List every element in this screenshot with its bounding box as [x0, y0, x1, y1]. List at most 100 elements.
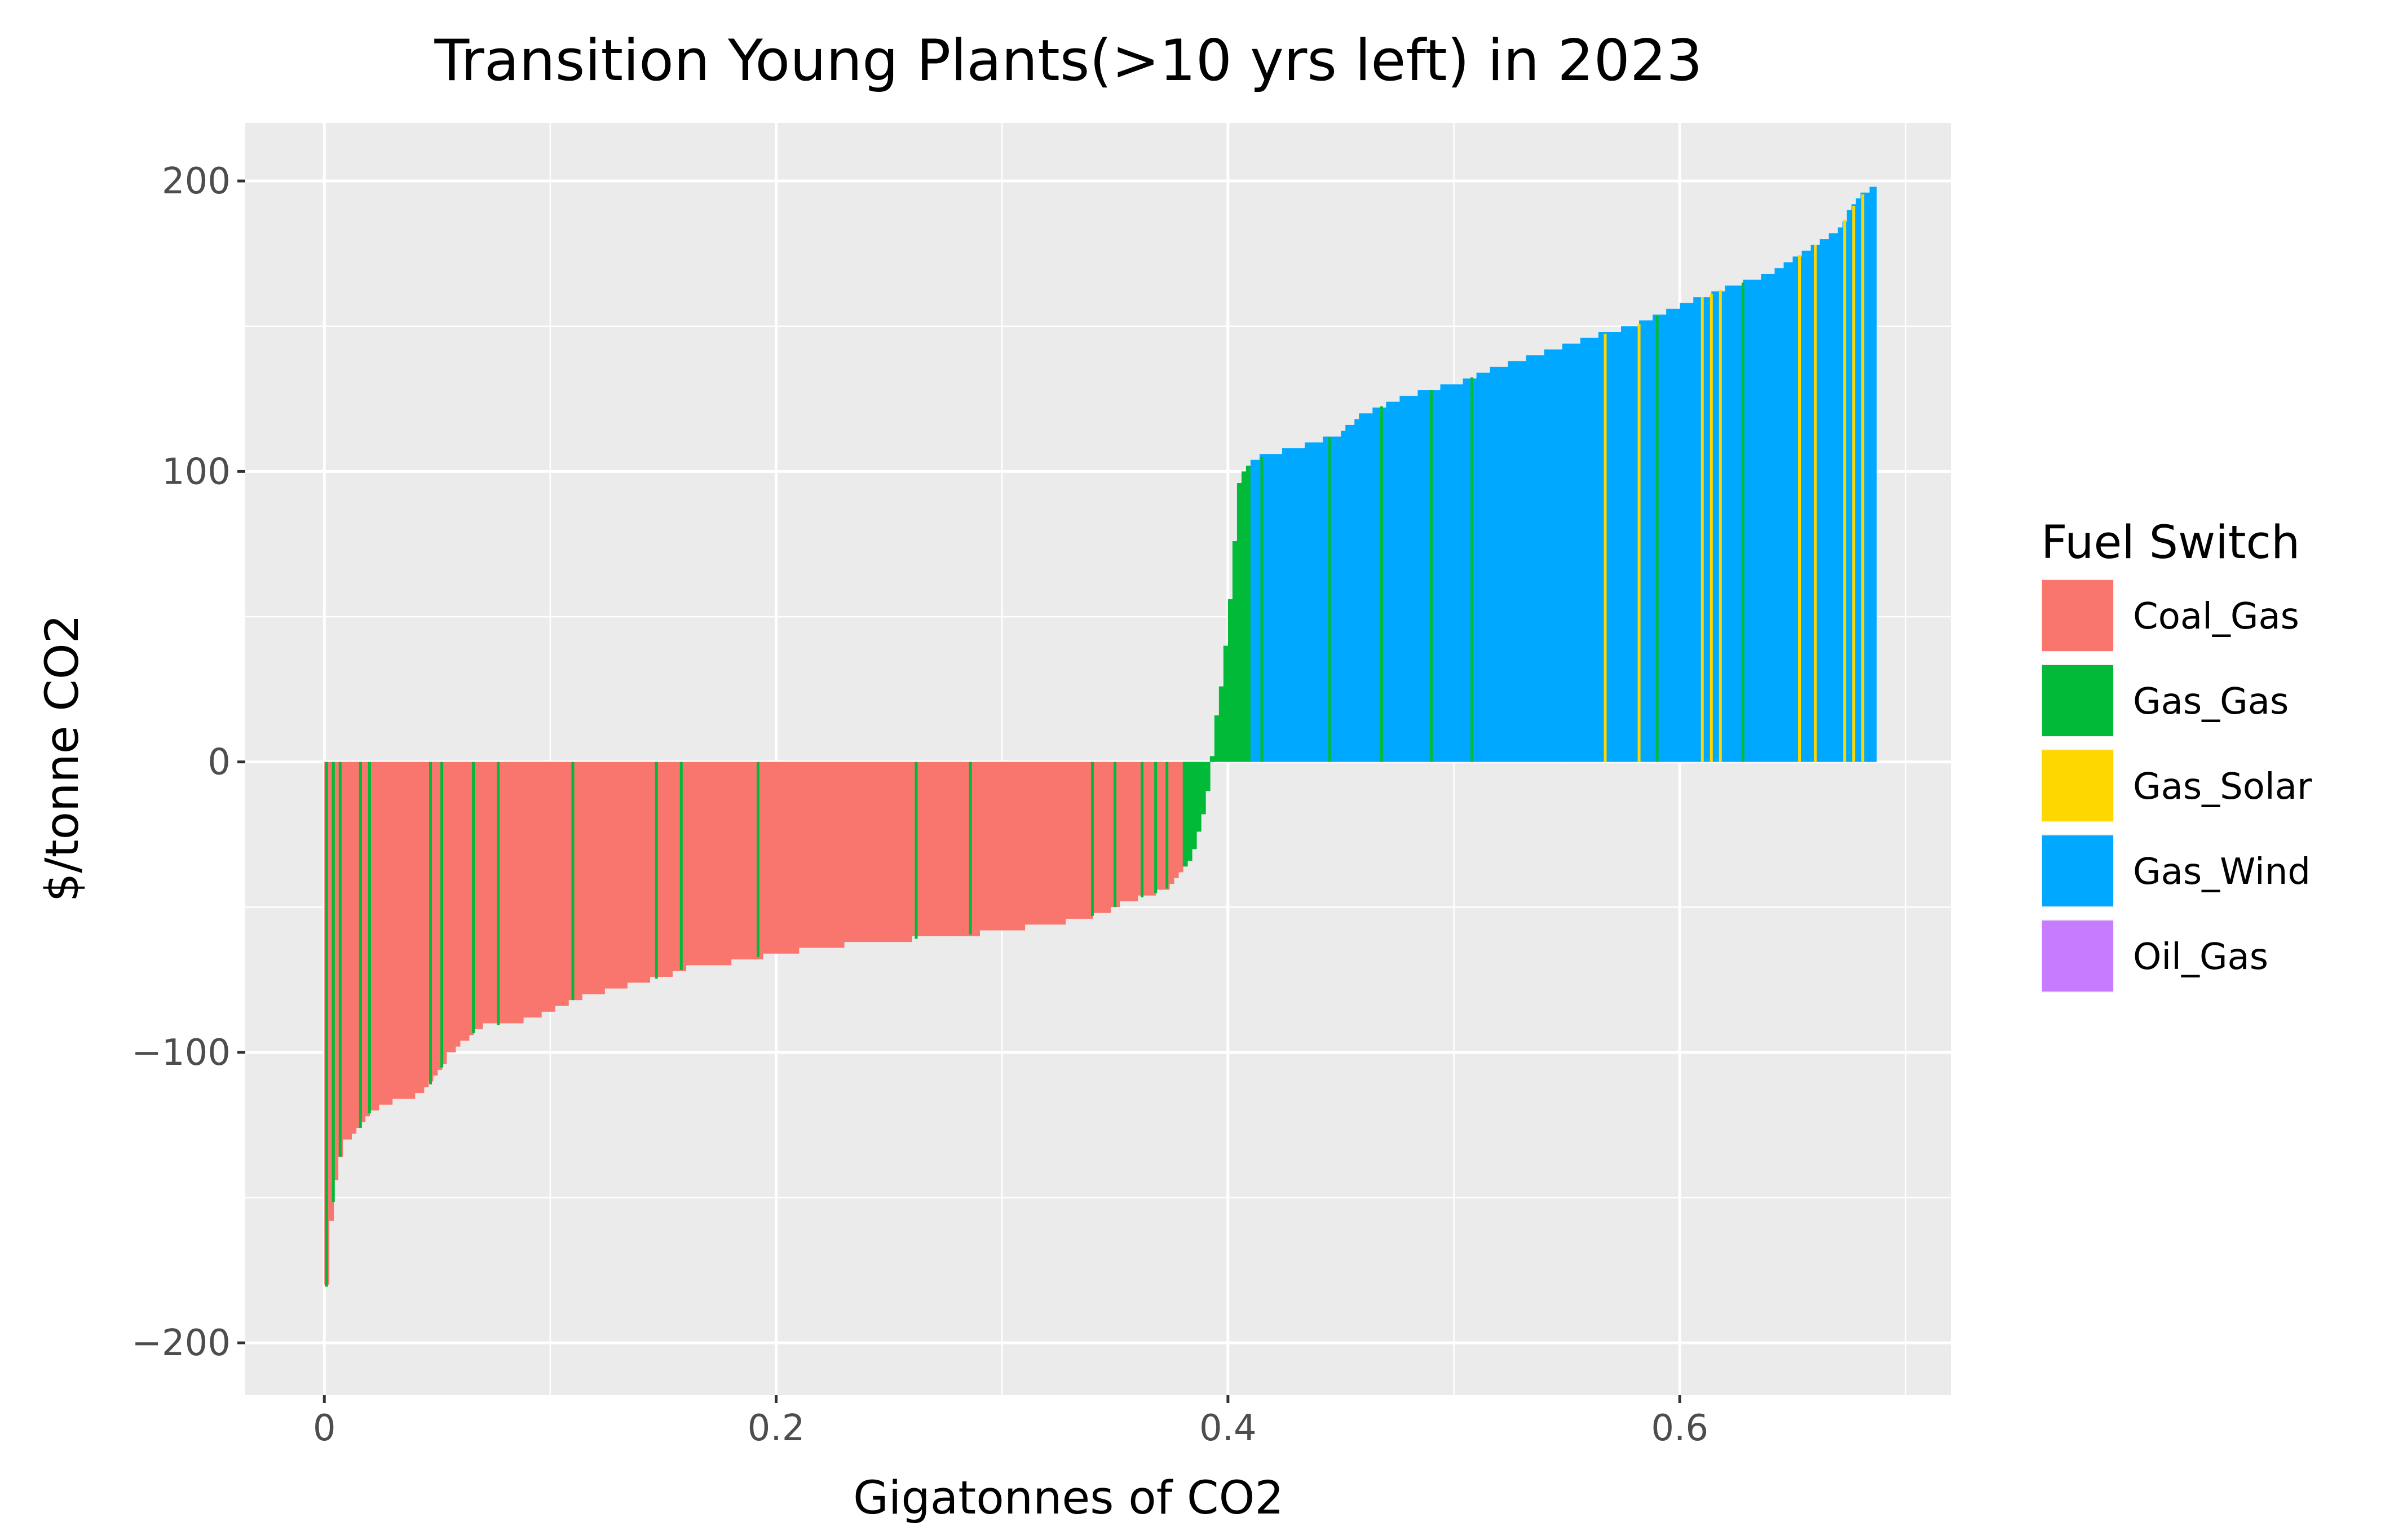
bar-coal-gas	[645, 762, 650, 983]
bar-coal-gas	[898, 762, 903, 942]
bar-gas-wind	[1779, 268, 1785, 762]
bar-coal-gas	[807, 762, 813, 948]
x-tick-label: 0.4	[1199, 1408, 1257, 1449]
bar-coal-gas	[821, 762, 827, 948]
bars	[324, 187, 1877, 1287]
bar-gas-gas	[1191, 762, 1197, 849]
bar-gas-wind	[1264, 454, 1269, 762]
bar-gas-wind	[1743, 280, 1748, 762]
bar-gas-wind	[1517, 361, 1522, 762]
bar-gas-wind	[1815, 245, 1821, 762]
bar-coal-gas	[889, 762, 894, 942]
bar-gas-wind	[1711, 291, 1717, 762]
bar-gas-wind	[1626, 326, 1631, 762]
bar-coal-gas	[789, 762, 795, 954]
bar-coal-gas	[681, 762, 687, 971]
bar-coal-gas	[360, 762, 366, 1122]
bar-coal-gas	[518, 762, 524, 1024]
bar-gas-gas	[1165, 762, 1169, 889]
bar-gas-wind	[1431, 390, 1437, 762]
bar-coal-gas	[365, 762, 370, 1117]
bar-gas-wind	[1693, 297, 1699, 762]
bar-coal-gas	[613, 762, 619, 989]
bar-gas-wind	[1255, 459, 1260, 762]
bar-coal-gas	[708, 762, 714, 966]
bar-coal-gas	[902, 762, 908, 942]
bar-gas-wind	[1413, 396, 1419, 762]
bar-coal-gas	[803, 762, 809, 948]
bar-coal-gas	[984, 762, 989, 931]
bar-coal-gas	[780, 762, 786, 954]
bar-coal-gas	[668, 762, 673, 977]
bar-coal-gas	[812, 762, 818, 948]
bar-gas-wind	[1422, 390, 1428, 762]
bar-gas-gas	[368, 762, 371, 1114]
bar-gas-gas	[325, 762, 328, 1287]
bar-gas-gas	[1245, 466, 1251, 762]
bar-gas-wind	[1666, 308, 1671, 762]
bar-gas-gas	[1655, 316, 1659, 762]
bar-coal-gas	[713, 762, 718, 966]
bar-coal-gas	[893, 762, 899, 942]
bar-gas-wind	[1381, 407, 1387, 762]
bar-gas-gas	[1223, 645, 1229, 762]
bar-gas-gas	[915, 762, 918, 939]
bar-gas-wind	[1553, 349, 1558, 762]
bar-coal-gas	[410, 762, 416, 1099]
bar-coal-gas	[1002, 762, 1008, 931]
bar-gas-wind	[1644, 320, 1649, 762]
bar-gas-wind	[1607, 332, 1613, 762]
bar-gas-wind	[1680, 303, 1685, 762]
bar-coal-gas	[532, 762, 537, 1018]
bar-gas-wind	[1399, 396, 1405, 762]
bar-coal-gas	[744, 762, 750, 960]
bar-gas-wind	[1869, 187, 1875, 762]
legend-label-coal-gas: Coal_Gas	[2133, 596, 2299, 638]
bar-gas-wind	[1282, 448, 1287, 762]
bar-coal-gas	[1115, 762, 1120, 908]
bar-coal-gas	[966, 762, 971, 936]
bar-gas-wind	[1269, 454, 1274, 762]
bar-gas-gas	[1470, 377, 1474, 762]
bar-coal-gas	[920, 762, 926, 936]
bar-coal-gas	[631, 762, 637, 983]
bar-gas-wind	[1571, 343, 1576, 762]
bar-gas-wind	[1657, 315, 1662, 762]
bar-coal-gas	[347, 762, 352, 1140]
bar-gas-wind	[1810, 245, 1816, 762]
bar-gas-wind	[1345, 424, 1351, 762]
bar-coal-gas	[450, 762, 456, 1052]
bar-gas-wind	[1526, 355, 1531, 762]
bar-coal-gas	[911, 762, 917, 936]
bar-gas-wind	[1544, 349, 1549, 762]
bar-coal-gas	[1043, 762, 1048, 925]
bar-gas-wind	[1662, 315, 1667, 762]
bar-gas-gas	[1154, 762, 1158, 893]
bar-gas-wind	[1671, 308, 1676, 762]
bar-coal-gas	[478, 762, 483, 1029]
bar-coal-gas	[464, 762, 470, 1041]
bar-coal-gas	[469, 762, 474, 1035]
bar-gas-gas	[440, 762, 444, 1068]
bar-coal-gas	[550, 762, 555, 1012]
bar-gas-gas	[497, 762, 500, 1025]
bar-coal-gas	[1074, 762, 1080, 919]
bar-gas-wind	[1774, 268, 1780, 762]
bar-coal-gas	[875, 762, 881, 942]
bar-gas-wind	[1824, 239, 1830, 762]
bar-gas-wind	[1490, 366, 1495, 762]
bar-coal-gas	[482, 762, 488, 1024]
bar-coal-gas	[446, 762, 452, 1052]
bar-gas-wind	[1593, 338, 1599, 762]
x-tick-label: 0	[313, 1408, 336, 1449]
bar-gas-wind	[1336, 436, 1342, 762]
bar-coal-gas	[871, 762, 876, 942]
bar-gas-gas	[1209, 756, 1215, 762]
bar-gas-wind	[1716, 291, 1721, 762]
bar-coal-gas	[1128, 762, 1134, 901]
bar-gas-wind	[1788, 262, 1794, 762]
bar-coal-gas	[1092, 762, 1098, 913]
bar-gas-wind	[1472, 378, 1477, 762]
bar-gas-wind	[1390, 401, 1396, 762]
bar-gas-wind	[1761, 273, 1766, 762]
